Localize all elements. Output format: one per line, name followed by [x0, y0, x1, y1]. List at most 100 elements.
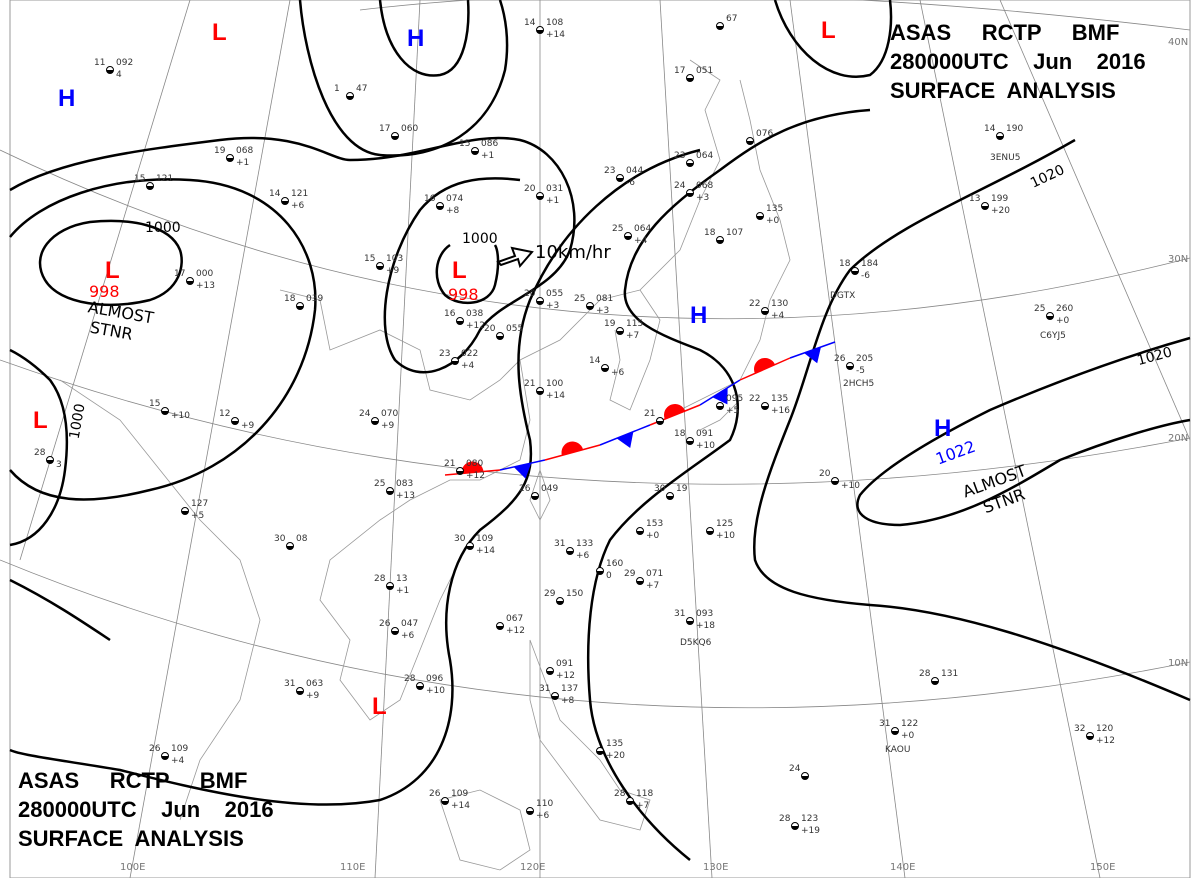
station-temperature: 29 [624, 569, 636, 579]
header-month: Jun [161, 797, 201, 822]
station-pressure: 076 [756, 129, 773, 139]
station-tendency: +6 [401, 631, 415, 641]
lon-label-110e: 110E [340, 862, 365, 873]
low-center: L [33, 407, 48, 434]
station-pressure: 081 [596, 294, 613, 304]
station-pressure: 109 [451, 789, 468, 799]
station-pressure: 120 [1096, 724, 1113, 734]
cloud-cover-icon [146, 186, 154, 190]
station-pressure: 086 [481, 139, 498, 149]
ship-call: 2HCH5 [843, 379, 874, 389]
station-tendency: +12 [466, 321, 485, 331]
cloud-cover-icon [624, 236, 632, 240]
station-tendency: +14 [476, 546, 495, 556]
station-plot: 153+0 [636, 519, 663, 541]
cloud-cover-icon [536, 301, 544, 305]
cloud-cover-icon [546, 671, 554, 675]
header-top: ASAS RCTP BMF 280000UTC Jun 2016 SURFACE A… [890, 18, 1146, 105]
high-center: H [934, 415, 951, 442]
station-plot: 18 039 [284, 294, 323, 310]
cloud-cover-icon [756, 216, 764, 220]
station-temperature: 18 [704, 228, 716, 238]
cloud-cover-icon [161, 411, 169, 415]
station-temperature: 17 [674, 66, 685, 76]
station-pressure: 121 [291, 189, 308, 199]
station-plot: 20 031 +1 [524, 184, 563, 206]
cloud-cover-icon [536, 30, 544, 34]
station-temperature: 22 [749, 299, 760, 309]
cloud-cover-icon [686, 163, 694, 167]
cold-front-triangle [513, 463, 532, 479]
station-tendency: +5 [726, 406, 739, 416]
station-tendency: +1 [481, 151, 494, 161]
station-plot: 12 +9 [219, 409, 255, 431]
station-temperature: 31 [674, 609, 685, 619]
station-plot: 16 074 +8 [424, 194, 463, 216]
cloud-cover-icon [686, 193, 694, 197]
station-plot: 28 123 +19 [779, 814, 820, 836]
station-tendency: 0 [606, 571, 612, 581]
station-pressure: 049 [541, 484, 558, 494]
station-plot: 24 068 +3 [674, 181, 713, 203]
cloud-cover-icon [181, 511, 189, 515]
station-tendency: +0 [766, 216, 780, 226]
station-pressure: 067 [506, 614, 523, 624]
station-plot: 091+12 [546, 659, 575, 681]
station-plot: 26 109 +4 [149, 744, 188, 766]
parallel-40n [359, 0, 1191, 31]
station-plot: 21 080 +12 [444, 459, 485, 481]
header-code: BMF [199, 768, 248, 793]
station-plot: 30 19 [654, 484, 688, 500]
isobar-label: 1000 [462, 231, 498, 247]
station-temperature: 18 [284, 294, 296, 304]
header-time: 280000UTC [890, 49, 1009, 74]
coastlines [59, 59, 791, 871]
station-plot: 17 000 +13 [174, 269, 215, 291]
cloud-cover-icon [686, 621, 694, 625]
station-temperature: 31 [539, 684, 550, 694]
station-temperature: 26 [519, 484, 531, 494]
station-pressure: 044 [626, 166, 643, 176]
station-tendency: +1 [236, 158, 249, 168]
cloud-cover-icon [391, 631, 399, 635]
station-tendency: +14 [546, 391, 565, 401]
station-tendency: +10 [171, 411, 190, 421]
cloud-cover-icon [996, 136, 1004, 140]
station-temperature: 21 [524, 379, 535, 389]
station-plot: 14 108 +14 [524, 18, 565, 40]
station-plot: 22 130 +4 [749, 299, 788, 321]
station-plot: 18 184 -6 [839, 259, 878, 281]
header-product: ASAS [18, 768, 80, 793]
station-temperature: 26 [149, 744, 161, 754]
isobar-1000 [38, 219, 183, 306]
cloud-cover-icon [656, 421, 664, 425]
header-year: 2016 [1096, 49, 1146, 74]
station-temperature: 11 [94, 58, 105, 68]
low-pressure-value: 998 [89, 282, 120, 301]
coast-south-china [319, 359, 531, 721]
station-tendency: +0 [901, 731, 915, 741]
header-station: RCTP [981, 20, 1042, 45]
station-plot: 30 109 +14 [454, 534, 495, 556]
cloud-cover-icon [601, 368, 609, 372]
station-temperature: 28 [374, 574, 386, 584]
stationary-front [444, 341, 836, 479]
coast-indochina-west [59, 379, 261, 821]
warm-front-semicircle [664, 404, 686, 420]
station-pressure: 071 [646, 569, 663, 579]
cloud-cover-icon [801, 776, 809, 780]
station-tendency: -6 [626, 178, 635, 188]
station-tendency: 3 [56, 460, 62, 470]
station-plot: 15 086 +1 [459, 139, 498, 161]
station-plot: 16 038 +12 [444, 309, 485, 331]
station-pressure: 092 [116, 58, 133, 68]
high-center: H [407, 25, 424, 52]
isobar [773, 0, 893, 78]
station-pressure: 060 [401, 124, 418, 134]
station-pressure: 135 [766, 204, 783, 214]
isobar-label: 1000 [67, 402, 89, 440]
station-tendency: +6 [536, 811, 550, 821]
station-tendency: +1 [396, 586, 409, 596]
station-temperature: 24 [674, 181, 686, 191]
cloud-cover-icon [281, 201, 289, 205]
